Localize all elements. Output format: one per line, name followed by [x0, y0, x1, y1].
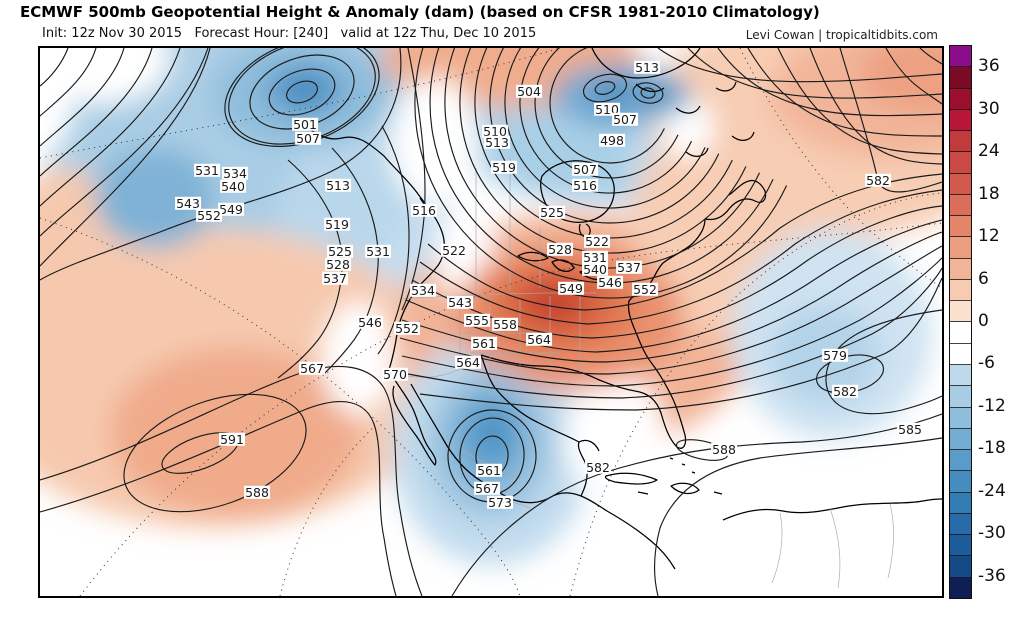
- init-forecast-valid-line: Init: 12z Nov 30 2015 Forecast Hour: [24…: [42, 26, 537, 41]
- colorbar-tick-labels: 36 30 24 18 12 6 0 -6 -12 -18 -24 -30 -36: [978, 45, 1024, 597]
- colorbar-cell: [950, 535, 971, 557]
- colorbar-cell: [950, 343, 971, 365]
- colorbar-tick-label: -36: [978, 565, 1006, 586]
- colorbar-cell: [950, 152, 971, 174]
- colorbar-cell: [950, 194, 971, 217]
- colorbar-tick-label: 6: [978, 268, 989, 289]
- colorbar-cell: [950, 258, 971, 280]
- colorbar-cell: [950, 216, 971, 238]
- colorbar-cell: [950, 556, 971, 578]
- map-canvas: 501 507 531 534 540 543 549 552 513 516 519 522 525 5…: [38, 46, 944, 598]
- colorbar-cell: [950, 407, 971, 429]
- colorbar-tick-label: 12: [978, 226, 1000, 247]
- colorbar-cell: [950, 513, 971, 536]
- colorbar-cell: [950, 364, 971, 387]
- colorbar-tick-label: 36: [978, 56, 1000, 77]
- height-contours: [40, 48, 942, 596]
- colorbar-tick-label: -12: [978, 395, 1006, 416]
- colorbar-cell: [950, 237, 971, 259]
- weather-map-svg: [40, 48, 942, 596]
- colorbar-cell: [950, 471, 971, 493]
- colorbar-cell: [950, 109, 971, 132]
- colorbar-tick-label: 24: [978, 141, 1000, 162]
- colorbar-tick-label: -30: [978, 523, 1006, 544]
- colorbar-cell: [950, 67, 971, 89]
- colorbar-cell: [950, 322, 971, 344]
- colorbar-tick-label: 0: [978, 310, 989, 331]
- colorbar-cell: [950, 577, 971, 598]
- colorbar-tick-label: 30: [978, 98, 1000, 119]
- colorbar-cell: [950, 46, 971, 68]
- colorbar-tick-label: -6: [978, 353, 995, 374]
- colorbar-cell: [950, 492, 971, 514]
- colorbar-cell: [950, 131, 971, 153]
- colorbar-cell: [950, 88, 971, 110]
- colorbar-cell: [950, 301, 971, 323]
- anomaly-colorbar: [949, 45, 972, 599]
- colorbar-cell: [950, 279, 971, 302]
- colorbar-tick-label: -18: [978, 438, 1006, 459]
- colorbar-tick-label: 18: [978, 183, 1000, 204]
- anomaly-shading: [40, 48, 942, 565]
- credit-text: Levi Cowan | tropicaltidbits.com: [745, 28, 938, 42]
- colorbar-cell: [950, 386, 971, 408]
- colorbar-tick-label: -24: [978, 480, 1006, 501]
- colorbar-cell: [950, 450, 971, 472]
- colorbar-cell: [950, 428, 971, 451]
- page-title: ECMWF 500mb Geopotential Height & Anomal…: [20, 3, 820, 21]
- colorbar-cell: [950, 173, 971, 195]
- graticule-lines: [40, 48, 942, 596]
